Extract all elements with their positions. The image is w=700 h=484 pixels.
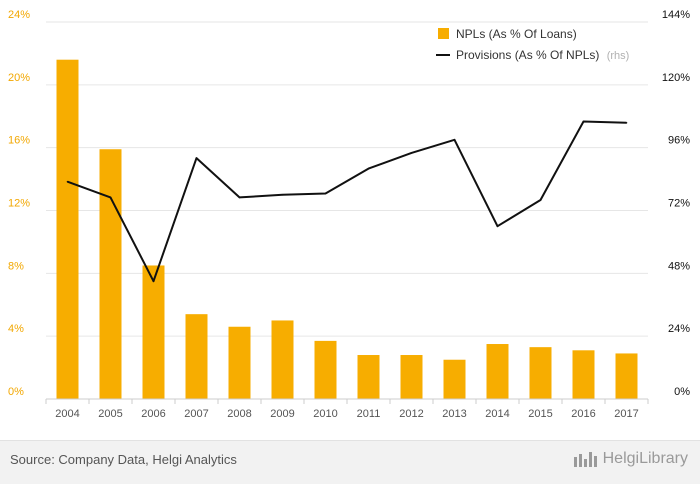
provisions-point	[195, 157, 198, 159]
right-tick-label: 96%	[668, 135, 690, 147]
brand-logo[interactable]: HelgiLibrary	[573, 450, 688, 468]
npl-bar	[314, 340, 337, 399]
provisions-point	[66, 180, 69, 183]
npl-bar	[443, 359, 466, 399]
provisions-line-group	[66, 120, 628, 283]
npl-bar	[357, 355, 380, 399]
left-tick-label: 4%	[8, 323, 24, 335]
provisions-point	[625, 121, 628, 124]
x-axis: 2004 2005 2006 2007 2008 2009 2010 2011 2012 2013…	[45, 398, 649, 420]
left-tick-label: 16%	[8, 135, 30, 147]
x-tick-label: 2007	[184, 408, 208, 420]
npl-bar	[99, 149, 122, 399]
x-tick-label: 2017	[614, 408, 638, 420]
legend-label-npl: NPLs (As % Of Loans)	[456, 27, 577, 41]
x-tick-label: 2015	[528, 408, 552, 420]
x-tick-label: 2005	[98, 408, 122, 420]
provisions-point	[324, 192, 327, 195]
x-tick-label: 2009	[270, 408, 294, 420]
left-tick-label: 8%	[8, 260, 24, 272]
npl-bar	[529, 347, 552, 399]
provisions-point	[238, 196, 241, 199]
provisions-point	[582, 120, 585, 123]
provisions-point	[410, 152, 413, 154]
library-icon	[573, 452, 597, 467]
npl-bar	[400, 355, 423, 399]
left-axis: 0% 4% 8% 12% 16% 20% 24%	[8, 9, 30, 398]
npl-bars	[56, 59, 638, 399]
chart-canvas: 0% 4% 8% 12% 16% 20% 24% 0% 24% 48% 72% 96% 120% 144…	[8, 9, 690, 420]
provisions-point	[367, 167, 370, 170]
right-tick-label: 120%	[662, 72, 690, 84]
x-tick-label: 2014	[485, 408, 509, 420]
legend-rhs-note: (rhs)	[607, 50, 630, 62]
legend-label-provisions: Provisions (As % Of NPLs) (rhs)	[456, 48, 629, 62]
npl-bar	[271, 320, 294, 399]
provisions-point	[496, 225, 499, 228]
left-tick-label: 0%	[8, 386, 24, 398]
provisions-point	[281, 193, 284, 196]
legend: NPLs (As % Of Loans) Provisions (As % Of…	[436, 27, 629, 62]
right-tick-label: 48%	[668, 260, 690, 272]
x-tick-label: 2012	[399, 408, 423, 420]
provisions-line	[67, 120, 627, 283]
right-tick-label: 24%	[668, 323, 690, 335]
x-tick-label: 2006	[141, 408, 165, 420]
x-tick-label: 2013	[442, 408, 466, 420]
x-tick-label: 2010	[313, 408, 337, 420]
left-tick-label: 20%	[8, 72, 30, 84]
npl-bar	[56, 59, 79, 399]
right-tick-label: 72%	[668, 198, 690, 210]
x-tick-label: 2008	[227, 408, 251, 420]
source-note: Source: Company Data, Helgi Analytics	[10, 452, 237, 467]
brand-name: HelgiLibrary	[602, 450, 688, 467]
x-tick-label: 2004	[55, 408, 79, 420]
npl-bar	[185, 314, 208, 399]
gridlines	[46, 21, 648, 400]
provisions-point	[109, 196, 112, 199]
provisions-point	[152, 280, 155, 282]
npl-bar	[572, 350, 595, 399]
npl-bar	[228, 326, 251, 399]
legend-label-provisions-text: Provisions (As % Of NPLs)	[456, 48, 599, 62]
legend-swatch-npl	[438, 28, 449, 39]
right-tick-label: 144%	[662, 9, 690, 21]
footer: Source: Company Data, Helgi Analytics He…	[0, 440, 700, 484]
npl-bar	[615, 353, 638, 399]
right-tick-label: 0%	[674, 386, 690, 398]
npl-bar	[486, 344, 509, 399]
x-tick-label: 2016	[571, 408, 595, 420]
provisions-point	[453, 139, 456, 141]
provisions-point	[539, 199, 542, 201]
npl-bar	[142, 265, 165, 399]
left-tick-label: 24%	[8, 9, 30, 21]
x-tick-label: 2011	[357, 408, 381, 420]
left-tick-label: 12%	[8, 198, 30, 210]
right-axis: 0% 24% 48% 72% 96% 120% 144%	[662, 9, 690, 398]
